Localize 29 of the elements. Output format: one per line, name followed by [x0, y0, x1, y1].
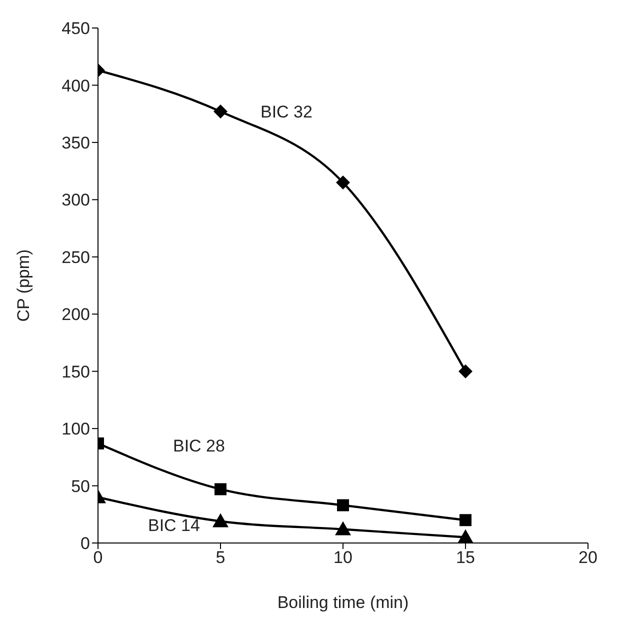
point: [337, 499, 349, 512]
series-label: BIC 28: [173, 436, 225, 456]
y-tick-label: 250: [62, 248, 90, 267]
series-label: BIC 32: [260, 102, 312, 122]
x-tick-label: 5: [216, 548, 226, 568]
point: [212, 513, 228, 528]
point: [335, 521, 351, 536]
x-tick-label: 20: [578, 548, 598, 568]
y-tick-label: 0: [80, 534, 90, 554]
y-tick-label: 400: [62, 76, 90, 96]
point: [214, 483, 226, 496]
point: [336, 176, 350, 190]
x-tick-label: 10: [334, 548, 352, 568]
y-tick-label: 50: [71, 476, 90, 496]
point: [458, 364, 472, 378]
y-tick-label: 150: [62, 362, 90, 382]
x-tick-label: 15: [456, 548, 475, 568]
x-tick-label: 0: [93, 548, 103, 568]
point: [214, 104, 228, 119]
point: [458, 529, 474, 543]
series-label: BIC 14: [148, 516, 200, 536]
y-tick-label: 200: [62, 305, 90, 324]
y-tick-label: 300: [62, 190, 90, 210]
point: [460, 514, 472, 526]
x-axis-title: Boiling time (min): [277, 593, 409, 612]
y-tick-label: 100: [62, 420, 90, 439]
y-axis-title: CP (ppm): [14, 249, 34, 322]
y-tick-label: 450: [62, 19, 90, 38]
y-tick-label: 350: [62, 133, 90, 152]
